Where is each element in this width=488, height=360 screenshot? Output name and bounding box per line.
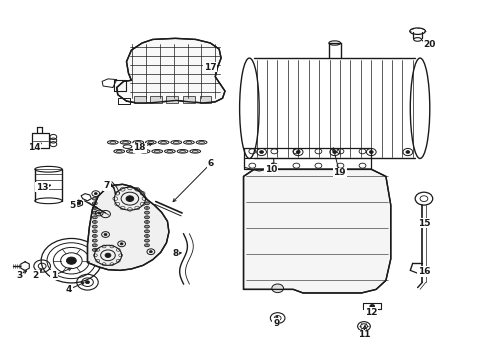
- Text: 16: 16: [417, 267, 429, 276]
- Text: 17: 17: [203, 63, 216, 72]
- Circle shape: [85, 281, 89, 284]
- Text: 2: 2: [33, 270, 39, 279]
- Text: 9: 9: [272, 319, 279, 328]
- Circle shape: [105, 253, 111, 257]
- Circle shape: [149, 251, 152, 253]
- Circle shape: [271, 284, 283, 293]
- Text: 7: 7: [103, 181, 110, 190]
- Circle shape: [332, 150, 336, 153]
- Circle shape: [368, 150, 372, 153]
- Circle shape: [94, 193, 97, 195]
- Text: 10: 10: [264, 165, 277, 174]
- Text: 4: 4: [66, 285, 72, 294]
- Bar: [199, 96, 211, 103]
- Text: 6: 6: [207, 159, 213, 168]
- Polygon shape: [87, 184, 168, 270]
- Bar: [166, 96, 178, 103]
- Text: 15: 15: [417, 219, 429, 228]
- Circle shape: [104, 233, 107, 235]
- Circle shape: [77, 202, 81, 205]
- Text: 14: 14: [27, 143, 40, 152]
- Circle shape: [296, 150, 300, 153]
- Circle shape: [120, 243, 123, 245]
- Text: 3: 3: [16, 270, 22, 279]
- Circle shape: [405, 150, 409, 153]
- Bar: [150, 96, 161, 103]
- Bar: [183, 96, 194, 103]
- Circle shape: [126, 196, 134, 202]
- Bar: [134, 96, 145, 103]
- Text: 12: 12: [364, 308, 377, 317]
- Text: 11: 11: [357, 330, 369, 339]
- Circle shape: [259, 150, 263, 153]
- Text: 19: 19: [333, 168, 345, 177]
- Text: 8: 8: [172, 249, 178, 258]
- Text: 13: 13: [36, 183, 48, 192]
- Text: 5: 5: [70, 201, 76, 210]
- Polygon shape: [117, 39, 224, 103]
- Text: 20: 20: [423, 40, 435, 49]
- Text: 18: 18: [133, 143, 145, 152]
- Circle shape: [98, 212, 101, 214]
- Polygon shape: [243, 169, 390, 293]
- Circle shape: [66, 257, 76, 264]
- Text: 1: 1: [51, 270, 57, 279]
- Circle shape: [369, 305, 374, 308]
